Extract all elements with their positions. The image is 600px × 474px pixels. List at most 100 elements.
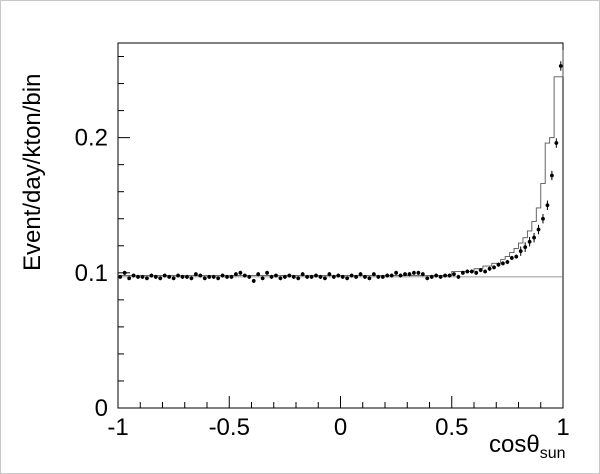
data-point xyxy=(211,274,216,279)
data-point xyxy=(483,269,488,274)
x-tick-label: 1 xyxy=(556,414,569,441)
data-point xyxy=(380,274,385,279)
data-point xyxy=(220,273,225,278)
y-tick-label: 0.2 xyxy=(75,125,108,152)
x-tick-label: 0 xyxy=(334,414,347,441)
data-point xyxy=(554,141,559,145)
data-point xyxy=(247,274,252,279)
data-point xyxy=(536,227,541,232)
data-point xyxy=(122,270,127,275)
data-point xyxy=(456,274,461,279)
data-point xyxy=(171,276,176,281)
data-point xyxy=(434,273,439,278)
data-point xyxy=(363,274,367,279)
data-point xyxy=(274,273,278,278)
data-point xyxy=(202,276,207,281)
data-point xyxy=(558,64,563,68)
data-point xyxy=(291,274,296,279)
data-point xyxy=(158,276,163,281)
axes xyxy=(117,42,564,409)
x-axis-label-theta: θ xyxy=(526,431,540,458)
mc-step-histogram xyxy=(118,50,564,276)
data-point xyxy=(452,272,456,277)
data-point xyxy=(541,216,545,221)
data-point xyxy=(278,276,283,281)
data-point xyxy=(193,272,198,277)
data-point xyxy=(509,256,514,260)
data-point xyxy=(149,273,154,278)
data-point xyxy=(207,274,212,279)
data-point xyxy=(394,270,399,275)
x-axis-label-subscript: sun xyxy=(539,445,566,462)
data-point xyxy=(492,265,496,270)
data-point xyxy=(429,274,434,279)
data-point xyxy=(389,273,394,278)
data-point xyxy=(545,203,550,208)
y-tick-label: 0 xyxy=(95,395,108,422)
data-point xyxy=(518,249,523,254)
data-point xyxy=(478,268,483,273)
data-point xyxy=(412,270,416,275)
data-point xyxy=(443,273,447,278)
data-point xyxy=(345,276,350,281)
data-point xyxy=(323,276,327,281)
data-point xyxy=(527,239,532,244)
data-point xyxy=(216,276,221,281)
data-point xyxy=(189,276,194,281)
data-point xyxy=(282,274,287,279)
data-point xyxy=(331,274,336,279)
data-point xyxy=(416,270,421,275)
data-point xyxy=(340,274,345,279)
data-point xyxy=(349,273,354,278)
data-point xyxy=(180,274,185,279)
data-point xyxy=(438,274,443,279)
data-point xyxy=(327,272,332,277)
data-point xyxy=(185,274,189,279)
data-point xyxy=(403,272,407,277)
y-tick-label: 0.1 xyxy=(75,260,108,287)
data-point xyxy=(376,274,381,279)
tick-labels-layer: -1 -0.5 0 0.5 1 0 0.1 0.2 xyxy=(75,125,570,441)
data-point xyxy=(242,273,247,278)
data-point xyxy=(371,272,376,277)
x-axis-label: cosθsun xyxy=(489,431,566,463)
data-point xyxy=(131,273,136,278)
x-tick-label: 0.5 xyxy=(435,414,468,441)
data-point xyxy=(549,173,554,178)
data-point xyxy=(296,276,301,281)
data-point xyxy=(523,245,528,250)
data-point xyxy=(314,273,318,278)
data-point xyxy=(229,274,234,279)
data-point xyxy=(447,273,452,278)
data-point xyxy=(198,273,203,278)
data-point xyxy=(153,274,158,279)
y-axis-label: Event/day/kton/bin xyxy=(19,73,46,271)
data-point xyxy=(265,270,269,275)
data-point xyxy=(118,274,123,279)
data-point xyxy=(305,274,310,279)
data-point xyxy=(127,276,132,281)
data-point xyxy=(318,274,323,279)
data-point xyxy=(358,272,363,277)
data-point xyxy=(260,276,265,281)
data-point xyxy=(176,273,180,278)
data-point xyxy=(420,272,425,277)
data-point xyxy=(309,274,314,279)
data-point xyxy=(167,274,172,279)
x-axis-label-main: cos xyxy=(489,431,527,458)
data-point xyxy=(487,266,492,271)
data-point xyxy=(367,276,372,281)
data-point xyxy=(407,272,412,277)
data-point xyxy=(287,273,292,278)
data-point xyxy=(505,260,510,264)
data-point xyxy=(532,235,536,240)
data-points-layer xyxy=(118,61,563,283)
data-point xyxy=(496,262,501,267)
data-point xyxy=(136,274,140,279)
x-tick-label: -0.5 xyxy=(209,414,250,441)
data-point xyxy=(398,273,403,278)
step-histogram-layer xyxy=(118,50,564,278)
data-point xyxy=(474,270,479,275)
data-point xyxy=(300,272,305,277)
